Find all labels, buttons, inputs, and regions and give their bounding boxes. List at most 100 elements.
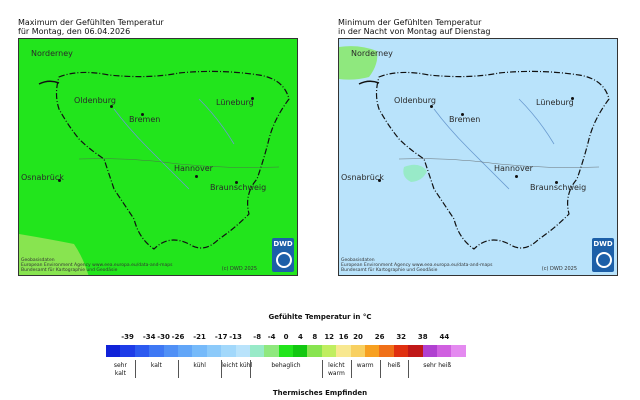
legend-color-cell xyxy=(163,345,178,357)
legend-tick-label: -4 xyxy=(267,333,276,341)
left-copyright: (c) DWD 2025 xyxy=(221,266,257,272)
right-title-line1: Minimum der Gefühlten Temperatur xyxy=(338,18,482,27)
legend-tick-label: 12 xyxy=(324,333,335,341)
legend-category-separator xyxy=(134,360,136,378)
right-city-oldenburg: Oldenburg xyxy=(394,96,436,105)
left-dwd-swirl-icon xyxy=(276,252,292,268)
right-city-lueneburg: Lüneburg xyxy=(536,98,574,107)
legend-colorbar xyxy=(106,345,466,357)
right-map-district-line xyxy=(398,158,600,168)
left-city-bremen: Bremen xyxy=(129,115,161,124)
right-map-svg xyxy=(339,39,617,275)
legend-tick-label: -34 xyxy=(142,333,156,341)
legend-tick-label: -13 xyxy=(229,333,242,341)
legend-category-label: leicht kühl xyxy=(221,362,253,369)
left-dot-lueneburg xyxy=(251,97,254,100)
left-map-svg xyxy=(19,39,297,275)
legend-color-cell xyxy=(422,345,437,357)
right-city-osnabrueck: Osnabrück xyxy=(341,173,384,182)
legend-category-separator xyxy=(221,360,223,378)
legend-color-cell xyxy=(451,345,466,357)
right-dot-bremen xyxy=(461,113,464,116)
legend-category-separator xyxy=(250,360,251,378)
legend-color-cell xyxy=(235,345,250,357)
right-map[interactable]: Norderney Oldenburg Bremen Lüneburg Osna… xyxy=(338,38,618,276)
right-panel-title: Minimum der Gefühlten Temperatur in der … xyxy=(338,18,490,36)
left-attribution: Geobasisdaten European Environment Agenc… xyxy=(21,258,173,273)
legend-category-separator xyxy=(178,360,179,378)
legend-tick-label: -17 xyxy=(214,333,228,341)
left-map-background xyxy=(19,39,297,275)
legend-color-cell xyxy=(436,345,452,357)
legend-color-cell xyxy=(206,345,222,357)
left-dot-braunschweig xyxy=(235,181,238,184)
legend-color-cell xyxy=(379,345,394,357)
left-map-district-line xyxy=(78,158,280,168)
legend-color-cell xyxy=(278,345,294,357)
legend-tick-label: 38 xyxy=(417,333,428,341)
legend-category-label: leicht warm xyxy=(328,362,345,377)
legend-color-cell xyxy=(307,345,322,357)
legend-color-cell xyxy=(365,345,380,357)
right-map-background xyxy=(339,39,617,275)
right-city-hannover: Hannover xyxy=(494,164,533,173)
right-map-mild-patch xyxy=(403,164,427,182)
left-city-oldenburg: Oldenburg xyxy=(74,96,116,105)
left-map[interactable]: Norderney Oldenburg Bremen Lüneburg Osna… xyxy=(18,38,298,276)
legend-color-cell xyxy=(393,345,409,357)
right-map-river-2 xyxy=(518,98,555,145)
left-panel-title: Maximum der Gefühlten Temperatur für Mon… xyxy=(18,18,164,36)
left-title-line1: Maximum der Gefühlten Temperatur xyxy=(18,18,164,27)
legend-color-cell xyxy=(221,345,236,357)
legend-tick-label: 44 xyxy=(439,333,450,341)
left-map-warm-patch xyxy=(19,234,89,275)
left-city-lueneburg: Lüneburg xyxy=(216,98,254,107)
left-map-river xyxy=(113,108,190,190)
right-map-state-border xyxy=(375,70,610,250)
left-city-norderney: Norderney xyxy=(31,49,73,58)
right-dwd-swirl-icon xyxy=(596,252,612,268)
right-dwd-logo: DWD xyxy=(592,238,614,272)
right-map-coast xyxy=(358,80,380,85)
right-city-braunschweig: Braunschweig xyxy=(530,183,587,192)
left-dwd-logo-text: DWD xyxy=(273,240,293,248)
legend-color-cell xyxy=(120,345,135,357)
right-dot-lueneburg xyxy=(571,97,574,100)
legend-tick-label: 4 xyxy=(297,333,303,341)
right-city-norderney: Norderney xyxy=(351,49,393,58)
legend-tick-label: 26 xyxy=(374,333,385,341)
legend-tick-label: 0 xyxy=(283,333,289,341)
left-city-braunschweig: Braunschweig xyxy=(210,183,267,192)
legend-tick-label: 8 xyxy=(312,333,318,341)
right-dot-oldenburg xyxy=(430,105,433,108)
legend-category-label: sehr heiß xyxy=(423,362,452,369)
legend-tick-label: -30 xyxy=(157,333,170,341)
left-map-coast xyxy=(38,80,60,85)
legend-tick-label: 32 xyxy=(396,333,407,341)
left-dot-bremen xyxy=(141,113,144,116)
right-city-bremen: Bremen xyxy=(449,115,481,124)
legend-tick-label: -39 xyxy=(121,333,134,341)
left-dot-hannover xyxy=(195,175,198,178)
legend-category-label: kühl xyxy=(193,362,206,369)
right-dot-hannover xyxy=(515,175,518,178)
legend-color-cell xyxy=(249,345,265,357)
legend-color-cell xyxy=(192,345,207,357)
left-city-hannover: Hannover xyxy=(174,164,213,173)
left-city-osnabrueck: Osnabrück xyxy=(21,173,64,182)
left-dot-oldenburg xyxy=(110,105,113,108)
legend-tick-label: 16 xyxy=(338,333,349,341)
right-title-line2: in der Nacht von Montag auf Dienstag xyxy=(338,27,491,36)
legend-color-cell xyxy=(149,345,164,357)
right-attribution: Geobasisdaten European Environment Agenc… xyxy=(341,258,493,273)
legend-color-cell xyxy=(106,345,121,357)
right-copyright: (c) DWD 2025 xyxy=(541,266,577,272)
right-map-warm-patch xyxy=(339,46,378,80)
right-dot-osnabrueck xyxy=(378,179,381,182)
legend-category-label: sehr kalt xyxy=(113,362,127,377)
legend-category-label: warm xyxy=(356,362,374,369)
legend-category-label: kalt xyxy=(150,362,162,369)
legend-category-label: behaglich xyxy=(271,362,301,369)
legend-color-cell xyxy=(134,345,150,357)
legend-tick-label: -21 xyxy=(193,333,206,341)
